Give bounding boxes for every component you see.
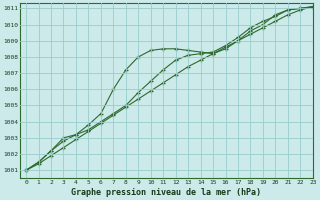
X-axis label: Graphe pression niveau de la mer (hPa): Graphe pression niveau de la mer (hPa)	[71, 188, 261, 197]
